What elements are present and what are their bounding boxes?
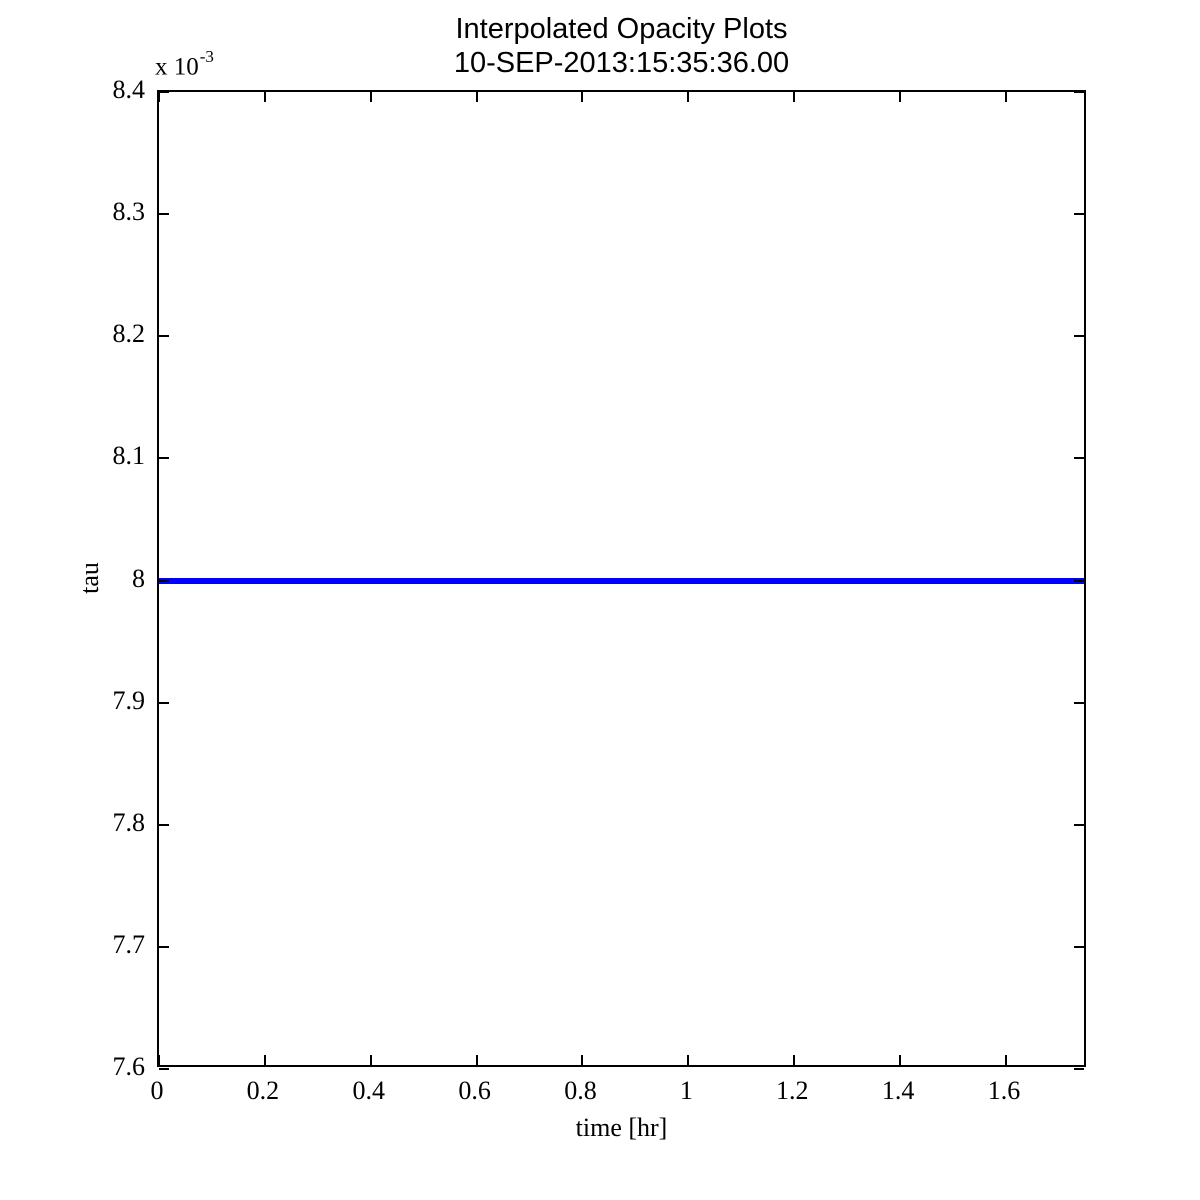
x-tick-mark-top <box>793 92 796 102</box>
x-tick-label: 0.6 <box>458 1076 491 1105</box>
y-tick-mark <box>159 213 169 216</box>
x-tick-mark <box>581 1055 584 1065</box>
data-series-tau-line <box>159 577 1084 584</box>
y-axis-label: tau <box>75 562 104 594</box>
exponent-power: -3 <box>199 47 214 66</box>
x-tick-mark <box>793 1055 796 1065</box>
x-tick-mark <box>158 1055 160 1065</box>
x-tick-mark-top <box>899 92 902 102</box>
y-tick-label: 8.4 <box>112 75 146 104</box>
x-tick-label: 1.4 <box>881 1076 915 1105</box>
x-tick-mark-top <box>475 92 478 102</box>
y-tick-mark <box>159 335 169 338</box>
y-tick-mark-right <box>1074 335 1084 338</box>
y-tick-label: 8.1 <box>112 441 146 471</box>
y-tick-label: 8 <box>132 563 145 593</box>
y-tick-mark <box>159 823 169 826</box>
page-title: Interpolated Opacity Plots <box>455 13 788 45</box>
exponent-base: x 10 <box>155 53 199 81</box>
y-tick-label: 8.2 <box>112 319 146 349</box>
x-tick-label: 1.2 <box>775 1076 809 1105</box>
x-tick-label: 0.4 <box>352 1076 385 1105</box>
y-tick-label: 7.8 <box>112 807 146 837</box>
y-tick-mark <box>159 701 169 704</box>
y-tick-mark-right <box>1074 457 1084 460</box>
x-tick-mark <box>369 1055 372 1065</box>
x-tick-label: 1 <box>679 1076 693 1105</box>
y-tick-mark <box>159 91 169 93</box>
x-tick-mark-top <box>581 92 584 102</box>
y-tick-mark-right <box>1074 945 1084 948</box>
x-axis-label: time [hr] <box>575 1113 668 1142</box>
y-tick-mark-right <box>1074 823 1084 826</box>
x-tick-mark-top <box>158 92 160 102</box>
x-tick-mark-top <box>369 92 372 102</box>
y-tick-mark-right <box>1074 1068 1084 1070</box>
y-tick-mark-right <box>1074 701 1084 704</box>
x-tick-mark <box>687 1055 690 1065</box>
x-tick-mark <box>263 1055 266 1065</box>
y-tick-mark <box>159 457 169 460</box>
y-tick-label: 8.3 <box>112 197 146 227</box>
y-tick-label: 7.9 <box>112 685 146 715</box>
plot-area <box>159 92 1084 1065</box>
x-tick-mark-top <box>687 92 690 102</box>
x-tick-label: 0.8 <box>564 1076 597 1105</box>
x-tick-label: 1.6 <box>987 1076 1021 1105</box>
x-tick-mark-top <box>1004 92 1007 102</box>
x-tick-mark <box>1004 1055 1007 1065</box>
y-tick-label: 7.6 <box>112 1052 146 1081</box>
chart-title-block: Interpolated Opacity Plots 10-SEP-2013:1… <box>157 12 1086 80</box>
x-tick-label: 0.2 <box>246 1076 280 1105</box>
plot-axes-box <box>157 90 1086 1070</box>
y-tick-mark <box>159 1068 169 1070</box>
y-tick-mark-right <box>1074 213 1084 216</box>
y-tick-mark <box>159 579 169 582</box>
x-tick-mark-top <box>263 92 266 102</box>
y-axis-exponent-label: x 10-3 <box>155 47 214 81</box>
y-tick-mark-right <box>1074 579 1084 582</box>
x-tick-mark <box>899 1055 902 1065</box>
y-tick-mark <box>159 945 169 948</box>
y-tick-mark-right <box>1074 91 1084 93</box>
chart-subtitle: 10-SEP-2013:15:35:36.00 <box>453 47 790 79</box>
x-tick-mark <box>475 1055 478 1065</box>
x-tick-label: 0 <box>150 1076 164 1105</box>
y-tick-label: 7.7 <box>112 929 146 959</box>
